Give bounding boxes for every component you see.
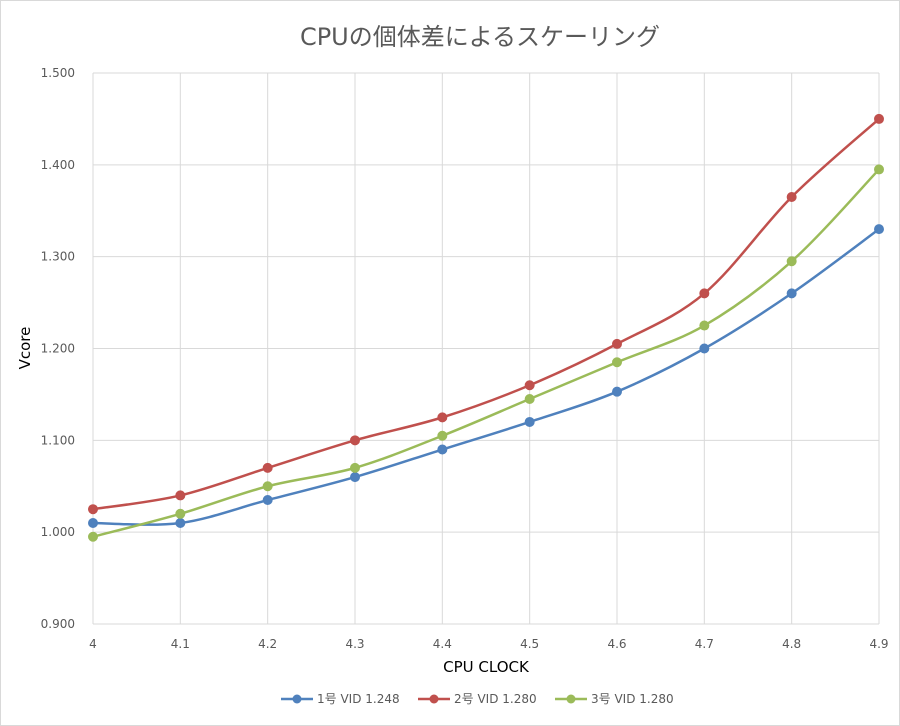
y-tick-label: 1.200 bbox=[41, 342, 75, 356]
legend-item-2: 2号 VID 1.280 bbox=[418, 692, 537, 706]
data-point bbox=[699, 343, 710, 354]
data-point bbox=[175, 508, 186, 519]
y-tick-label: 1.300 bbox=[41, 250, 75, 264]
data-point bbox=[786, 256, 797, 267]
data-point bbox=[437, 430, 448, 441]
x-tick-label: 4 bbox=[89, 637, 97, 651]
x-tick-label: 4.3 bbox=[345, 637, 364, 651]
x-tick-label: 4.6 bbox=[607, 637, 626, 651]
x-tick-label: 4.8 bbox=[782, 637, 801, 651]
data-point bbox=[524, 416, 535, 427]
data-point bbox=[88, 531, 98, 542]
data-point bbox=[88, 517, 98, 528]
x-axis-title: CPU CLOCK bbox=[443, 658, 530, 676]
data-point bbox=[350, 462, 360, 473]
series-line bbox=[92, 168, 880, 538]
data-point bbox=[262, 495, 273, 506]
data-point bbox=[874, 113, 884, 124]
data-point bbox=[262, 481, 273, 492]
series-1 bbox=[88, 224, 884, 528]
data-point bbox=[874, 224, 884, 235]
gridlines bbox=[92, 72, 880, 625]
series-3 bbox=[88, 164, 884, 542]
x-tick-label: 4.2 bbox=[258, 637, 277, 651]
x-tick-label: 4.9 bbox=[869, 637, 888, 651]
series-lines bbox=[88, 113, 884, 542]
chart-title: CPUの個体差によるスケーリング bbox=[300, 23, 660, 51]
data-point bbox=[175, 517, 186, 528]
data-point bbox=[437, 444, 448, 455]
data-point bbox=[699, 288, 710, 299]
data-point bbox=[612, 386, 622, 397]
legend-marker bbox=[429, 694, 439, 704]
x-tick-label: 4.5 bbox=[520, 637, 539, 651]
legend-marker bbox=[566, 694, 576, 704]
series-line bbox=[92, 228, 880, 526]
y-axis-ticks: 0.900 1.000 1.100 1.200 1.300 1.400 1.500 bbox=[41, 66, 75, 631]
y-tick-label: 1.100 bbox=[41, 433, 75, 447]
data-point bbox=[524, 380, 535, 391]
y-tick-label: 1.500 bbox=[41, 66, 75, 80]
data-point bbox=[699, 320, 710, 331]
legend-item-3: 3号 VID 1.280 bbox=[555, 692, 674, 706]
legend-label: 3号 VID 1.280 bbox=[591, 692, 674, 706]
series-2 bbox=[88, 113, 884, 515]
data-point bbox=[524, 394, 535, 405]
legend-marker bbox=[292, 694, 302, 704]
legend-item-1: 1号 VID 1.248 bbox=[281, 692, 400, 706]
x-tick-label: 4.1 bbox=[171, 637, 190, 651]
data-point bbox=[350, 435, 360, 446]
data-point bbox=[786, 288, 797, 299]
x-tick-label: 4.4 bbox=[433, 637, 452, 651]
y-tick-label: 0.900 bbox=[41, 617, 75, 631]
legend-label: 1号 VID 1.248 bbox=[317, 692, 400, 706]
series-line bbox=[92, 117, 880, 511]
x-axis-ticks: 4 4.1 4.2 4.3 4.4 4.5 4.6 4.7 4.8 4.9 bbox=[89, 637, 888, 651]
data-point bbox=[612, 357, 622, 368]
data-point bbox=[612, 338, 622, 349]
data-point bbox=[437, 412, 448, 423]
data-point bbox=[350, 472, 360, 483]
data-point bbox=[874, 164, 884, 175]
legend: 1号 VID 1.248 2号 VID 1.280 3号 VID 1.280 bbox=[281, 692, 674, 706]
legend-label: 2号 VID 1.280 bbox=[454, 692, 537, 706]
data-point bbox=[88, 504, 98, 515]
x-tick-label: 4.7 bbox=[695, 637, 714, 651]
y-axis-title: Vcore bbox=[16, 327, 34, 370]
y-tick-label: 1.400 bbox=[41, 158, 75, 172]
y-tick-label: 1.000 bbox=[41, 525, 75, 539]
data-point bbox=[786, 191, 797, 202]
data-point bbox=[262, 462, 273, 473]
data-point bbox=[175, 490, 186, 501]
